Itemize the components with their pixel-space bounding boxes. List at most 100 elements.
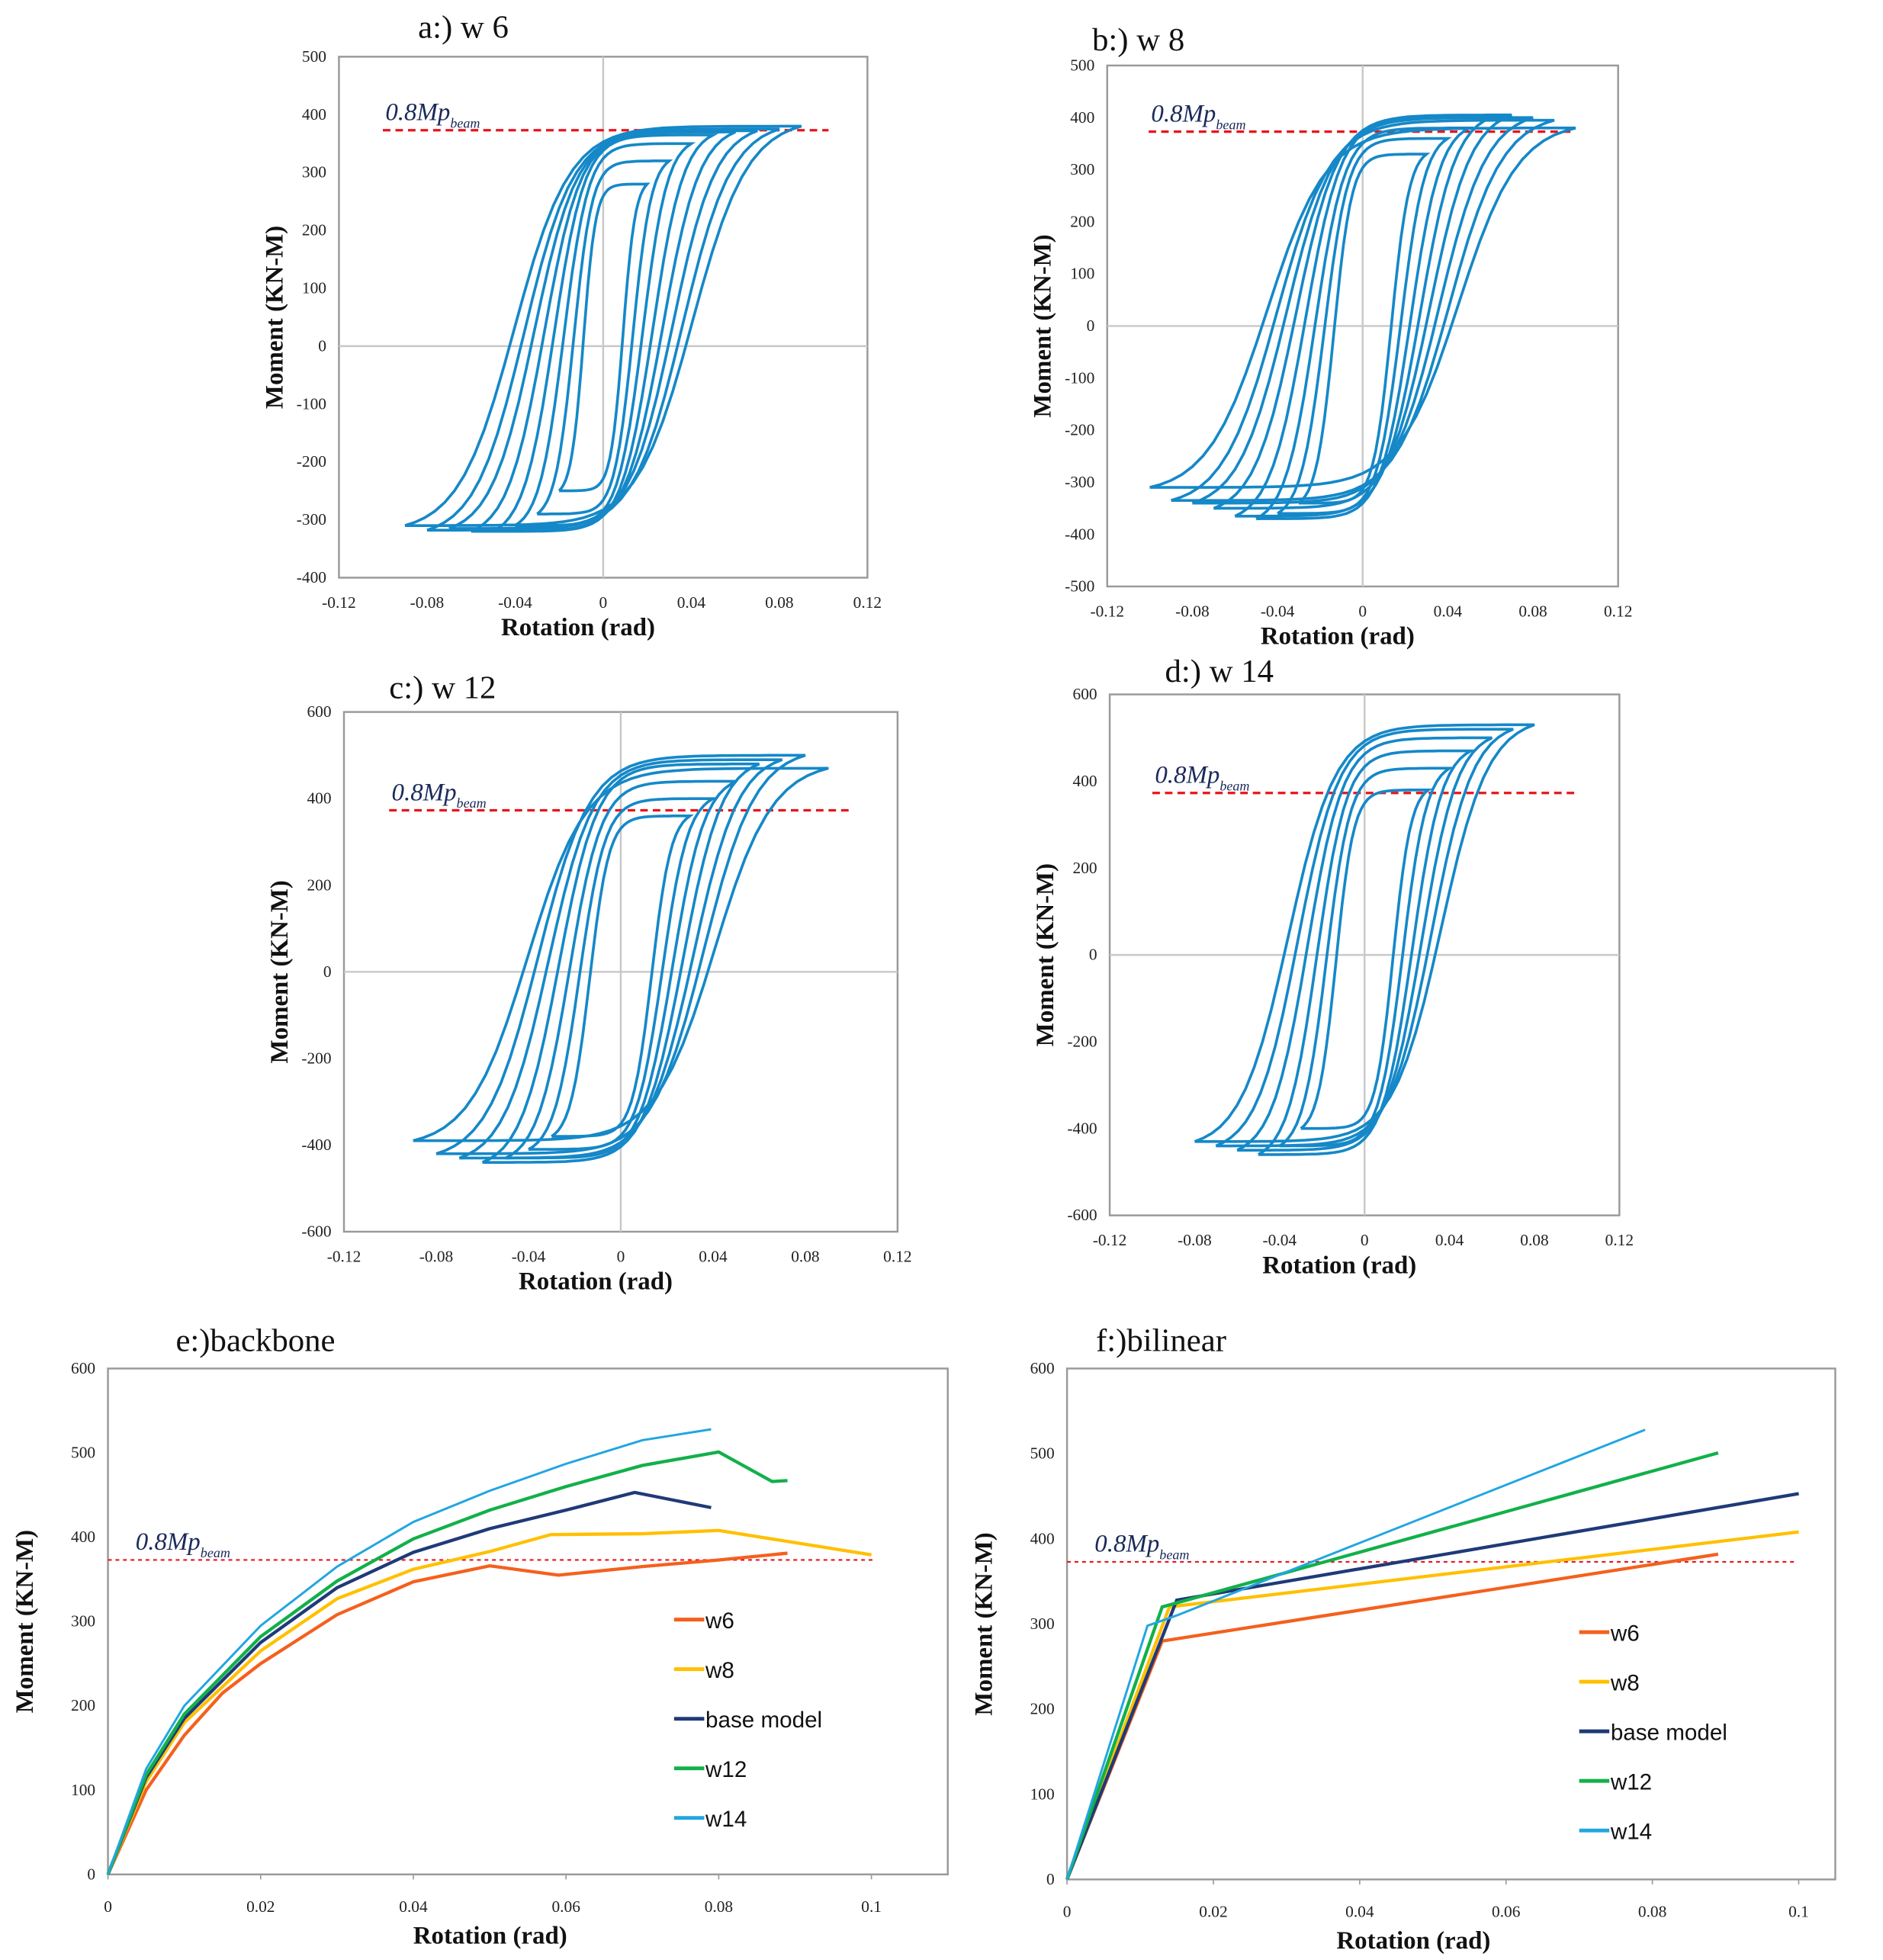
hysteresis-loop — [1194, 723, 1535, 1143]
y-tick-label: 400 — [71, 1528, 95, 1546]
x-tick-label: -0.08 — [410, 593, 445, 612]
x-tick-label: 0 — [1361, 1231, 1369, 1249]
x-tick-label: 0.08 — [765, 593, 793, 612]
hysteresis-loop — [426, 127, 780, 532]
y-tick-label: -400 — [297, 568, 326, 586]
x-tick-label: 0.12 — [883, 1248, 911, 1266]
series-line-base-model — [106, 1490, 712, 1875]
plot-area — [107, 1367, 949, 1876]
x-tick-label: 0.12 — [1605, 1231, 1634, 1249]
y-tick-label: -200 — [301, 1049, 331, 1067]
x-tick-label: 0.04 — [1435, 1231, 1464, 1249]
reference-label: 0.8Mpbeam — [392, 779, 487, 811]
y-tick-label: 500 — [1070, 56, 1094, 74]
x-tick-label: -0.04 — [1263, 1231, 1297, 1249]
x-axis-label: Rotation (rad) — [413, 1922, 567, 1949]
y-tick-label: -300 — [297, 510, 326, 529]
x-tick-label: 0.1 — [861, 1897, 882, 1916]
x-tick-label: 0 — [104, 1897, 112, 1916]
x-tick-label: 0.04 — [677, 593, 706, 612]
legend-label: w14 — [1610, 1820, 1652, 1845]
hysteresis-loop — [1191, 116, 1534, 505]
hysteresis-loop — [1149, 127, 1576, 489]
series-line-w14 — [107, 1428, 712, 1875]
reference-subscript: beam — [457, 795, 487, 811]
y-tick-label: -400 — [1067, 1119, 1097, 1137]
legend-label: w8 — [1610, 1671, 1640, 1696]
y-axis-label: Moment (KN-M) — [261, 226, 288, 409]
y-tick-label: -600 — [1067, 1206, 1097, 1224]
plot-area — [1065, 1367, 1836, 1881]
x-tick-label: 0.08 — [791, 1248, 819, 1266]
x-tick-label: 0 — [1358, 602, 1367, 620]
x-tick-label: 0.04 — [1345, 1903, 1374, 1921]
x-tick-label: 0.06 — [551, 1897, 580, 1916]
x-tick-label: -0.04 — [1261, 602, 1295, 620]
series-line-w12 — [106, 1450, 788, 1875]
y-tick-label: 0 — [323, 962, 332, 981]
y-tick-label: 0 — [1087, 316, 1095, 335]
hysteresis-loop — [481, 762, 760, 1164]
x-tick-label: -0.08 — [1175, 602, 1210, 620]
y-tick-label: -300 — [1065, 473, 1094, 491]
hysteresis-loop — [1300, 788, 1432, 1130]
y-tick-label: -400 — [301, 1136, 331, 1154]
y-tick-label: 0 — [87, 1865, 95, 1883]
hysteresis-loop — [536, 159, 673, 516]
y-tick-label: 100 — [1030, 1785, 1055, 1803]
y-tick-label: 0 — [1089, 946, 1097, 964]
x-tick-label: 0 — [599, 593, 608, 612]
y-tick-label: -100 — [1065, 368, 1094, 387]
legend-label: w6 — [705, 1608, 734, 1634]
x-tick-label: 0.08 — [1518, 602, 1547, 620]
y-tick-label: -500 — [1065, 577, 1094, 596]
x-tick-label: 0.04 — [399, 1897, 428, 1916]
y-tick-label: 600 — [307, 702, 331, 721]
x-tick-label: 0.06 — [1492, 1903, 1521, 1921]
y-tick-label: 500 — [302, 47, 326, 66]
y-tick-label: -600 — [301, 1223, 331, 1241]
hysteresis-loop — [1215, 728, 1514, 1148]
chart-f: 0 0.02 0.04 0.06 0.08 0.1 0 100 200 300 400 500 600 R… — [970, 1322, 1836, 1955]
y-tick-label: 200 — [1073, 859, 1097, 877]
hysteresis-loop — [1278, 766, 1454, 1148]
y-tick-label: 200 — [307, 876, 331, 894]
reference-subscript: beam — [201, 1545, 230, 1560]
y-tick-label: 0 — [318, 336, 326, 355]
legend-label: base model — [1611, 1721, 1727, 1746]
chart-d: -0.12 -0.08 -0.04 0 0.04 0.08 0.12 -600 -400 -200… — [1032, 654, 1634, 1279]
x-tick-label: 0.1 — [1788, 1903, 1809, 1921]
chart-title: b:) w 8 — [1092, 22, 1184, 58]
reference-label: 0.8Mpbeam — [385, 99, 480, 131]
hysteresis-loop — [458, 758, 783, 1160]
series-line-w12 — [1065, 1451, 1719, 1881]
legend-label: base model — [705, 1708, 822, 1733]
reference-subscript: beam — [450, 115, 480, 130]
reference-label: 0.8Mpbeam — [1151, 100, 1245, 132]
hysteresis-loop — [1213, 113, 1512, 510]
x-tick-label: -0.08 — [1178, 1231, 1212, 1249]
chart-title: c:) w 12 — [389, 670, 496, 705]
y-tick-label: 100 — [302, 279, 326, 297]
y-tick-label: 100 — [71, 1781, 95, 1799]
x-axis-label: Rotation (rad) — [519, 1268, 673, 1296]
y-axis-label: Moment (KN-M) — [1030, 234, 1057, 417]
legend-label: w8 — [705, 1658, 734, 1683]
x-tick-label: -0.12 — [1093, 1231, 1127, 1249]
legend-label: w12 — [705, 1757, 747, 1782]
y-tick-label: -200 — [1067, 1033, 1097, 1051]
y-tick-label: -400 — [1065, 525, 1094, 543]
y-tick-label: -200 — [1065, 421, 1094, 439]
x-tick-label: -0.08 — [419, 1248, 454, 1266]
x-tick-label: -0.12 — [327, 1248, 361, 1266]
y-tick-label: 600 — [1030, 1359, 1055, 1377]
y-tick-label: 400 — [1073, 772, 1097, 790]
reference-label: 0.8Mpbeam — [1094, 1531, 1189, 1563]
y-tick-label: 100 — [1070, 265, 1094, 283]
y-tick-label: 600 — [71, 1359, 95, 1377]
y-tick-label: -200 — [297, 452, 326, 471]
series-line-base-model — [1065, 1492, 1799, 1881]
y-tick-label: 200 — [302, 221, 326, 239]
x-tick-label: 0.02 — [1199, 1903, 1227, 1921]
